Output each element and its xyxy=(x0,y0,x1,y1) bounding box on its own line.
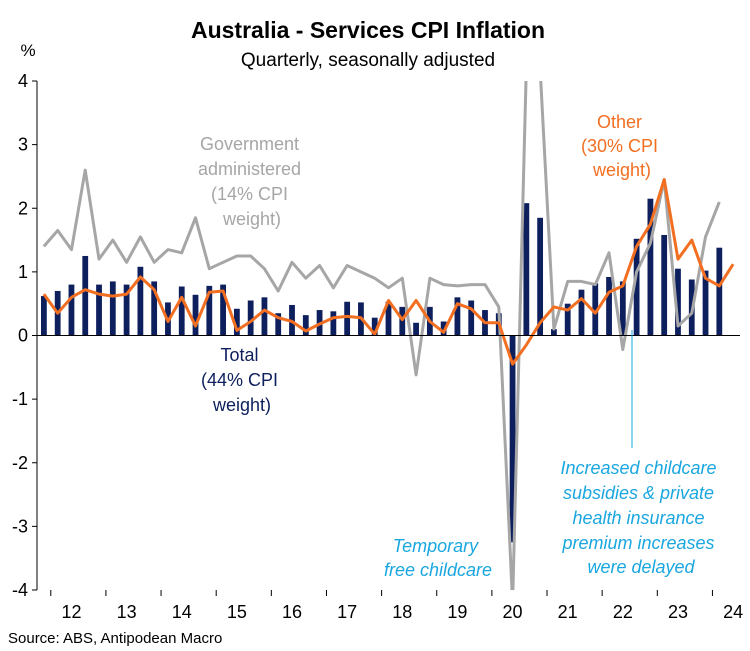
other-label-line: (30% CPI xyxy=(581,136,658,156)
total-bar xyxy=(509,335,516,543)
total-bar xyxy=(399,306,406,336)
total-bar xyxy=(661,234,668,336)
chart-subtitle: Quarterly, seasonally adjusted xyxy=(241,50,495,71)
chart-title: Australia - Services CPI Inflation xyxy=(191,17,545,43)
total-bar xyxy=(716,247,723,336)
total-bar xyxy=(137,266,144,336)
x-tick-label: 18 xyxy=(392,602,412,622)
total-bar xyxy=(82,255,89,336)
x-axis: 12 13 14 15 16 17 18 19 20 21 22 23 24 xyxy=(50,590,743,622)
total-bar xyxy=(178,286,185,336)
other-line xyxy=(42,178,735,366)
total-label-line: weight) xyxy=(212,395,271,415)
y-tick-label: 4 xyxy=(18,71,28,91)
delayed-annotation-line: subsidies & private xyxy=(563,483,714,503)
total-label-line: Total xyxy=(220,345,258,365)
total-bar xyxy=(619,281,626,336)
childcare-annotation-line: free childcare xyxy=(384,560,492,580)
other-label-line: Other xyxy=(597,112,642,132)
total-bar xyxy=(385,301,392,336)
government-label: Government administered (14% CPI weight) xyxy=(198,134,306,229)
total-bar xyxy=(206,285,213,336)
total-bar xyxy=(468,300,475,336)
total-bar xyxy=(551,329,557,336)
total-bar xyxy=(606,276,612,336)
y-tick-label: -3 xyxy=(12,516,28,536)
total-bar xyxy=(647,198,654,336)
delayed-annotation-line: Increased childcare xyxy=(560,458,716,478)
total-label-line: (44% CPI xyxy=(201,370,278,390)
x-tick-label: 15 xyxy=(227,602,247,622)
total-bar xyxy=(454,297,461,336)
other-label: Other (30% CPI weight) xyxy=(581,112,663,180)
x-tick-label: 17 xyxy=(337,602,357,622)
delayed-annotation-line: premium increases xyxy=(561,533,714,553)
total-bar xyxy=(578,289,585,336)
total-bar xyxy=(247,300,254,336)
total-bar xyxy=(440,321,447,336)
x-tick-label: 13 xyxy=(117,602,137,622)
y-tick-label: -4 xyxy=(12,580,28,600)
total-bar xyxy=(123,284,130,336)
total-bar xyxy=(564,303,571,336)
y-tick-label: 3 xyxy=(18,135,28,155)
x-tick-label: 16 xyxy=(282,602,302,622)
government-label-line: administered xyxy=(198,159,301,179)
y-axis-unit: % xyxy=(20,41,35,60)
x-tick-label: 23 xyxy=(668,602,688,622)
total-bar xyxy=(233,308,240,336)
government-line xyxy=(42,81,721,590)
x-tick-label: 21 xyxy=(558,602,578,622)
x-tick-label: 22 xyxy=(613,602,633,622)
childcare-annotation: Temporary free childcare xyxy=(384,536,492,580)
total-bar xyxy=(151,281,158,336)
y-tick-label: 0 xyxy=(18,326,28,346)
total-bar xyxy=(302,315,309,336)
y-tick-label: 2 xyxy=(18,198,28,218)
total-bar xyxy=(371,317,378,336)
x-tick-label: 24 xyxy=(723,602,743,622)
x-tick-label: 12 xyxy=(61,602,81,622)
total-bar xyxy=(220,284,226,336)
total-bar xyxy=(344,301,351,336)
total-bar xyxy=(592,283,599,336)
total-bar xyxy=(261,297,268,336)
total-bar xyxy=(537,217,544,336)
total-bar xyxy=(275,313,282,336)
total-label: Total (44% CPI weight) xyxy=(201,345,283,415)
government-label-line: (14% CPI xyxy=(211,184,288,204)
total-bar xyxy=(192,294,199,336)
delayed-annotation-line: health insurance xyxy=(572,508,704,528)
y-axis: 4 3 2 1 0 -1 -2 -3 -4 xyxy=(12,71,37,600)
total-bar xyxy=(523,203,530,336)
delayed-annotation: Increased childcare subsidies & private … xyxy=(560,458,721,577)
total-bar xyxy=(330,311,337,336)
total-bar xyxy=(109,281,116,336)
x-tick-label: 20 xyxy=(503,602,523,622)
x-tick-label: 14 xyxy=(172,602,192,622)
total-bar xyxy=(413,322,419,336)
total-bar xyxy=(702,270,709,336)
y-tick-label: -1 xyxy=(12,389,28,409)
government-label-line: weight) xyxy=(222,209,281,229)
total-bar xyxy=(68,284,75,336)
delayed-annotation-line: were delayed xyxy=(587,557,695,577)
government-label-line: Government xyxy=(200,134,299,154)
x-tick-label: 19 xyxy=(447,602,467,622)
source-note: Source: ABS, Antipodean Macro xyxy=(8,630,222,647)
other-label-line: weight) xyxy=(592,160,651,180)
y-tick-label: 1 xyxy=(18,262,28,282)
total-bar xyxy=(96,284,102,336)
childcare-annotation-line: Temporary xyxy=(393,536,479,556)
total-bar xyxy=(40,296,47,336)
total-bar xyxy=(675,268,681,336)
y-tick-label: -2 xyxy=(12,453,28,473)
total-bar xyxy=(633,238,640,336)
